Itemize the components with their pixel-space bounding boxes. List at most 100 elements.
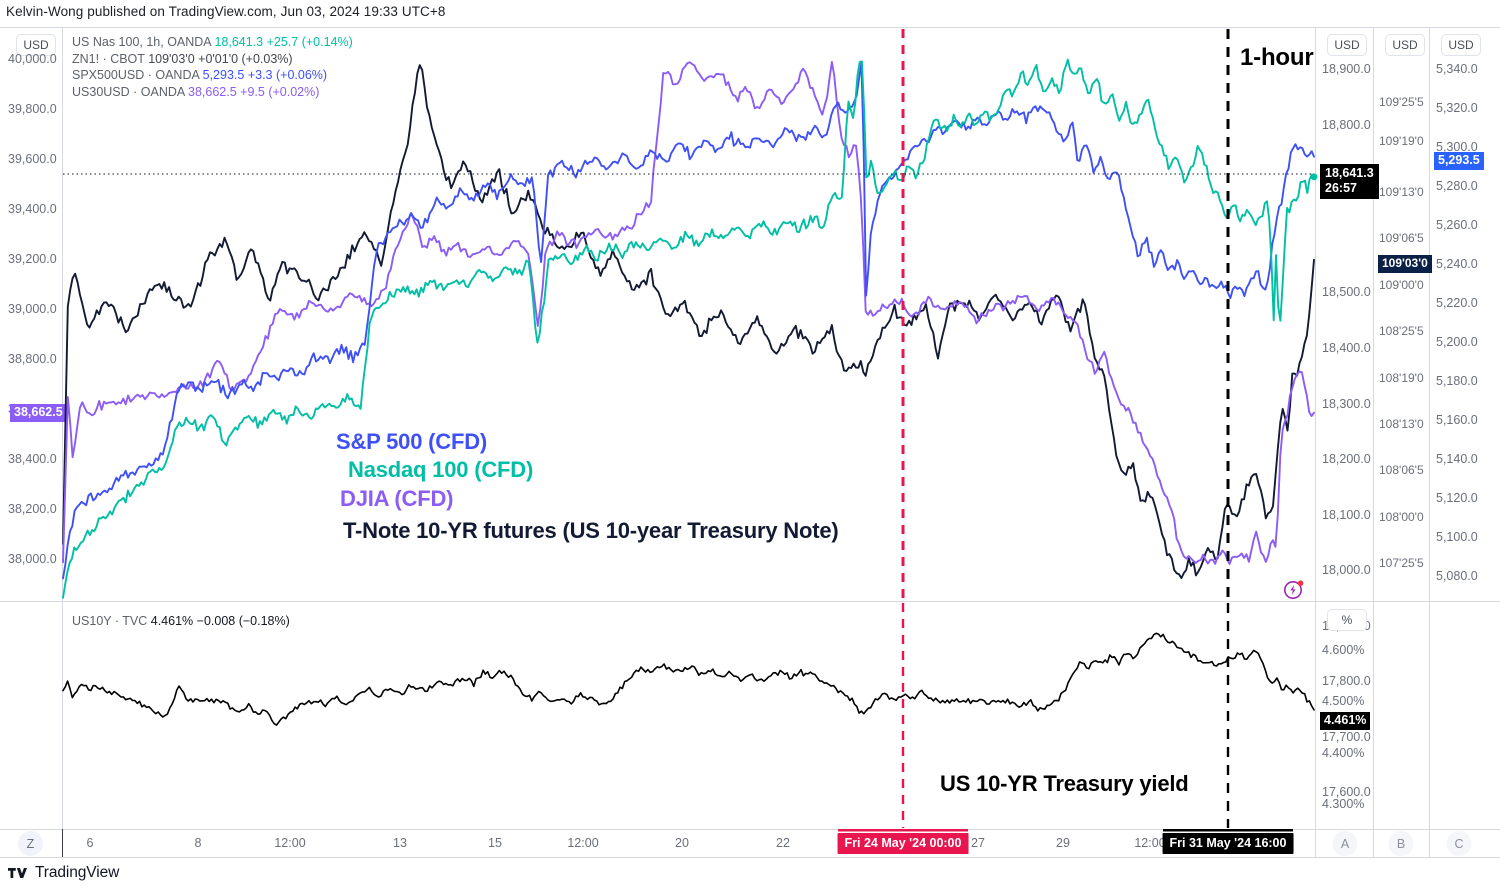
- axis-tick-label: 38,400.0: [8, 452, 57, 466]
- time-axis-tick: 27: [971, 836, 985, 850]
- legend-change: −0.008 (−0.18%): [196, 614, 290, 628]
- right-scale-a-unit[interactable]: USD: [1327, 34, 1367, 56]
- legend-last: 5,293.5: [202, 68, 245, 82]
- legend-row[interactable]: US Nas 100, 1h, OANDA 18,641.3 +25.7 (+0…: [72, 34, 353, 51]
- right-scale-a-price-tag: 18,641.3 26:57: [1320, 164, 1379, 199]
- legend-symbol: SPX500USD · OANDA: [72, 68, 200, 82]
- tradingview-logo[interactable]: TradingView: [8, 864, 119, 882]
- legend-change: +0'01'0 (+0.03%): [198, 51, 293, 66]
- right-scale-c-border: [1429, 27, 1430, 857]
- left-scale-price-tag: 38,662.5: [10, 404, 67, 422]
- axis-tick-label: 109'19'0: [1379, 134, 1424, 148]
- axis-tick-label: 5,080.0: [1436, 569, 1478, 583]
- axis-tick-label: 18,500.0: [1322, 285, 1371, 299]
- tradingview-wordmark: TradingView: [35, 864, 120, 881]
- axis-tick-label: 18,300.0: [1322, 397, 1371, 411]
- annotation-sp500: S&P 500 (CFD): [336, 429, 488, 454]
- axis-tick-label: 18,200.0: [1322, 452, 1371, 466]
- axis-tick-label: 108'13'0: [1379, 417, 1424, 431]
- time-axis-tick: 29: [1056, 836, 1070, 850]
- axis-tick-label: 39,400.0: [8, 202, 57, 216]
- axis-tick-label: 17,800.0: [1322, 674, 1371, 688]
- time-axis-tick: 12:00: [567, 836, 599, 850]
- axis-tick-label: 5,320.0: [1436, 101, 1478, 115]
- legend-row[interactable]: SPX500USD · OANDA 5,293.5 +3.3 (+0.06%): [72, 67, 353, 84]
- axis-tick-label: 109'13'0: [1379, 185, 1424, 199]
- scale-button-a[interactable]: A: [1332, 831, 1358, 856]
- time-axis-left-divider: [62, 829, 63, 857]
- time-axis-tick: 8: [194, 836, 202, 850]
- axis-tick-label: 5,180.0: [1436, 374, 1478, 388]
- legend-symbol: ZN1! · CBOT: [72, 51, 145, 66]
- legend-last: 38,662.5: [188, 84, 237, 99]
- legend-symbol: US10Y · TVC: [72, 614, 148, 628]
- legend-last: 18,641.3: [214, 35, 264, 49]
- axis-tick-label: 5,300.0: [1436, 140, 1478, 154]
- tradingview-mark-icon: [8, 868, 27, 878]
- axis-tick-label: 40,000.0: [8, 52, 57, 66]
- axis-tick-label: 5,200.0: [1436, 335, 1478, 349]
- right-scale-b-unit[interactable]: USD: [1385, 34, 1425, 56]
- axis-tick-label: 18,100.0: [1322, 508, 1371, 522]
- annotation-timeframe: 1-hour: [1240, 44, 1314, 71]
- scale-button-c[interactable]: C: [1446, 831, 1472, 856]
- axis-tick-label: 108'25'5: [1379, 324, 1424, 338]
- annotation-nasdaq: Nasdaq 100 (CFD): [348, 457, 534, 482]
- time-axis-tick: 22: [776, 836, 790, 850]
- axis-tick-label: 5,220.0: [1436, 296, 1478, 310]
- time-axis-top-border: [0, 829, 1500, 830]
- axis-tick-label: 109'06'5: [1379, 231, 1424, 245]
- left-scale-unit[interactable]: USD: [16, 34, 56, 56]
- annotation-tnote: T-Note 10-YR futures (US 10-year Treasur…: [343, 518, 839, 543]
- pane-divider: [0, 601, 1500, 602]
- time-axis-badge-black: Fri 31 May '24 16:00: [1162, 833, 1294, 854]
- axis-tick-label: 18,400.0: [1322, 341, 1371, 355]
- time-axis-tick: 12:00: [274, 836, 306, 850]
- time-axis-bottom-border: [0, 857, 1500, 858]
- legend-row[interactable]: ZN1! · CBOT 109'03'0 +0'01'0 (+0.03%): [72, 51, 353, 68]
- axis-tick-label: 5,240.0: [1436, 257, 1478, 271]
- time-axis-zoom-button[interactable]: Z: [18, 831, 43, 856]
- right-scale-c-price-tag: 5,293.5: [1434, 152, 1484, 170]
- left-scale-border: [62, 27, 63, 829]
- legend-row[interactable]: US30USD · OANDA 38,662.5 +9.5 (+0.02%): [72, 84, 353, 101]
- axis-tick-label: 5,160.0: [1436, 413, 1478, 427]
- publish-attribution: Kelvin-Wong published on TradingView.com…: [6, 4, 446, 19]
- lower-scale-price-tag: 4.461%: [1320, 712, 1371, 730]
- axis-tick-label: 109'00'0: [1379, 278, 1424, 292]
- time-axis-tick: 6: [86, 836, 94, 850]
- top-divider: [0, 27, 1500, 28]
- axis-tick-label: 108'00'0: [1379, 510, 1424, 524]
- legend-change: +3.3 (+0.06%): [247, 68, 328, 82]
- axis-tick-label: 39,600.0: [8, 152, 57, 166]
- right-scale-a-price: 18,641.3: [1325, 166, 1374, 180]
- time-axis-tick: 13: [393, 836, 407, 850]
- legend-change: +9.5 (+0.02%): [240, 84, 320, 99]
- lightning-bolt-icon[interactable]: [1283, 578, 1305, 600]
- price-pane-legend: US Nas 100, 1h, OANDA 18,641.3 +25.7 (+0…: [72, 34, 353, 100]
- axis-tick-label: 17,700.0: [1322, 730, 1371, 744]
- legend-last: 4.461%: [150, 614, 194, 628]
- axis-tick-label: 5,120.0: [1436, 491, 1478, 505]
- axis-tick-label: 38,000.0: [8, 552, 57, 566]
- axis-tick-label: 17,600.0: [1322, 785, 1371, 799]
- axis-tick-label: 109'25'5: [1379, 95, 1424, 109]
- annotation-yield: US 10-YR Treasury yield: [940, 771, 1189, 796]
- yield-pane-legend[interactable]: US10Y · TVC 4.461% −0.008 (−0.18%): [72, 613, 290, 630]
- axis-tick-label: 4.400%: [1322, 746, 1365, 760]
- right-scale-c-unit[interactable]: USD: [1441, 34, 1481, 56]
- axis-tick-label: 5,140.0: [1436, 452, 1478, 466]
- axis-tick-label: 18,000.0: [1322, 563, 1371, 577]
- axis-tick-label: 18,800.0: [1322, 118, 1371, 132]
- axis-tick-label: 18,900.0: [1322, 62, 1371, 76]
- axis-tick-label: 4.300%: [1322, 797, 1365, 811]
- axis-tick-label: 5,100.0: [1436, 530, 1478, 544]
- axis-tick-label: 5,340.0: [1436, 62, 1478, 76]
- lower-scale-unit[interactable]: %: [1327, 609, 1367, 631]
- scale-button-b[interactable]: B: [1388, 831, 1414, 856]
- axis-tick-label: 38,800.0: [8, 352, 57, 366]
- axis-tick-label: 39,200.0: [8, 252, 57, 266]
- axis-tick-label: 39,000.0: [8, 302, 57, 316]
